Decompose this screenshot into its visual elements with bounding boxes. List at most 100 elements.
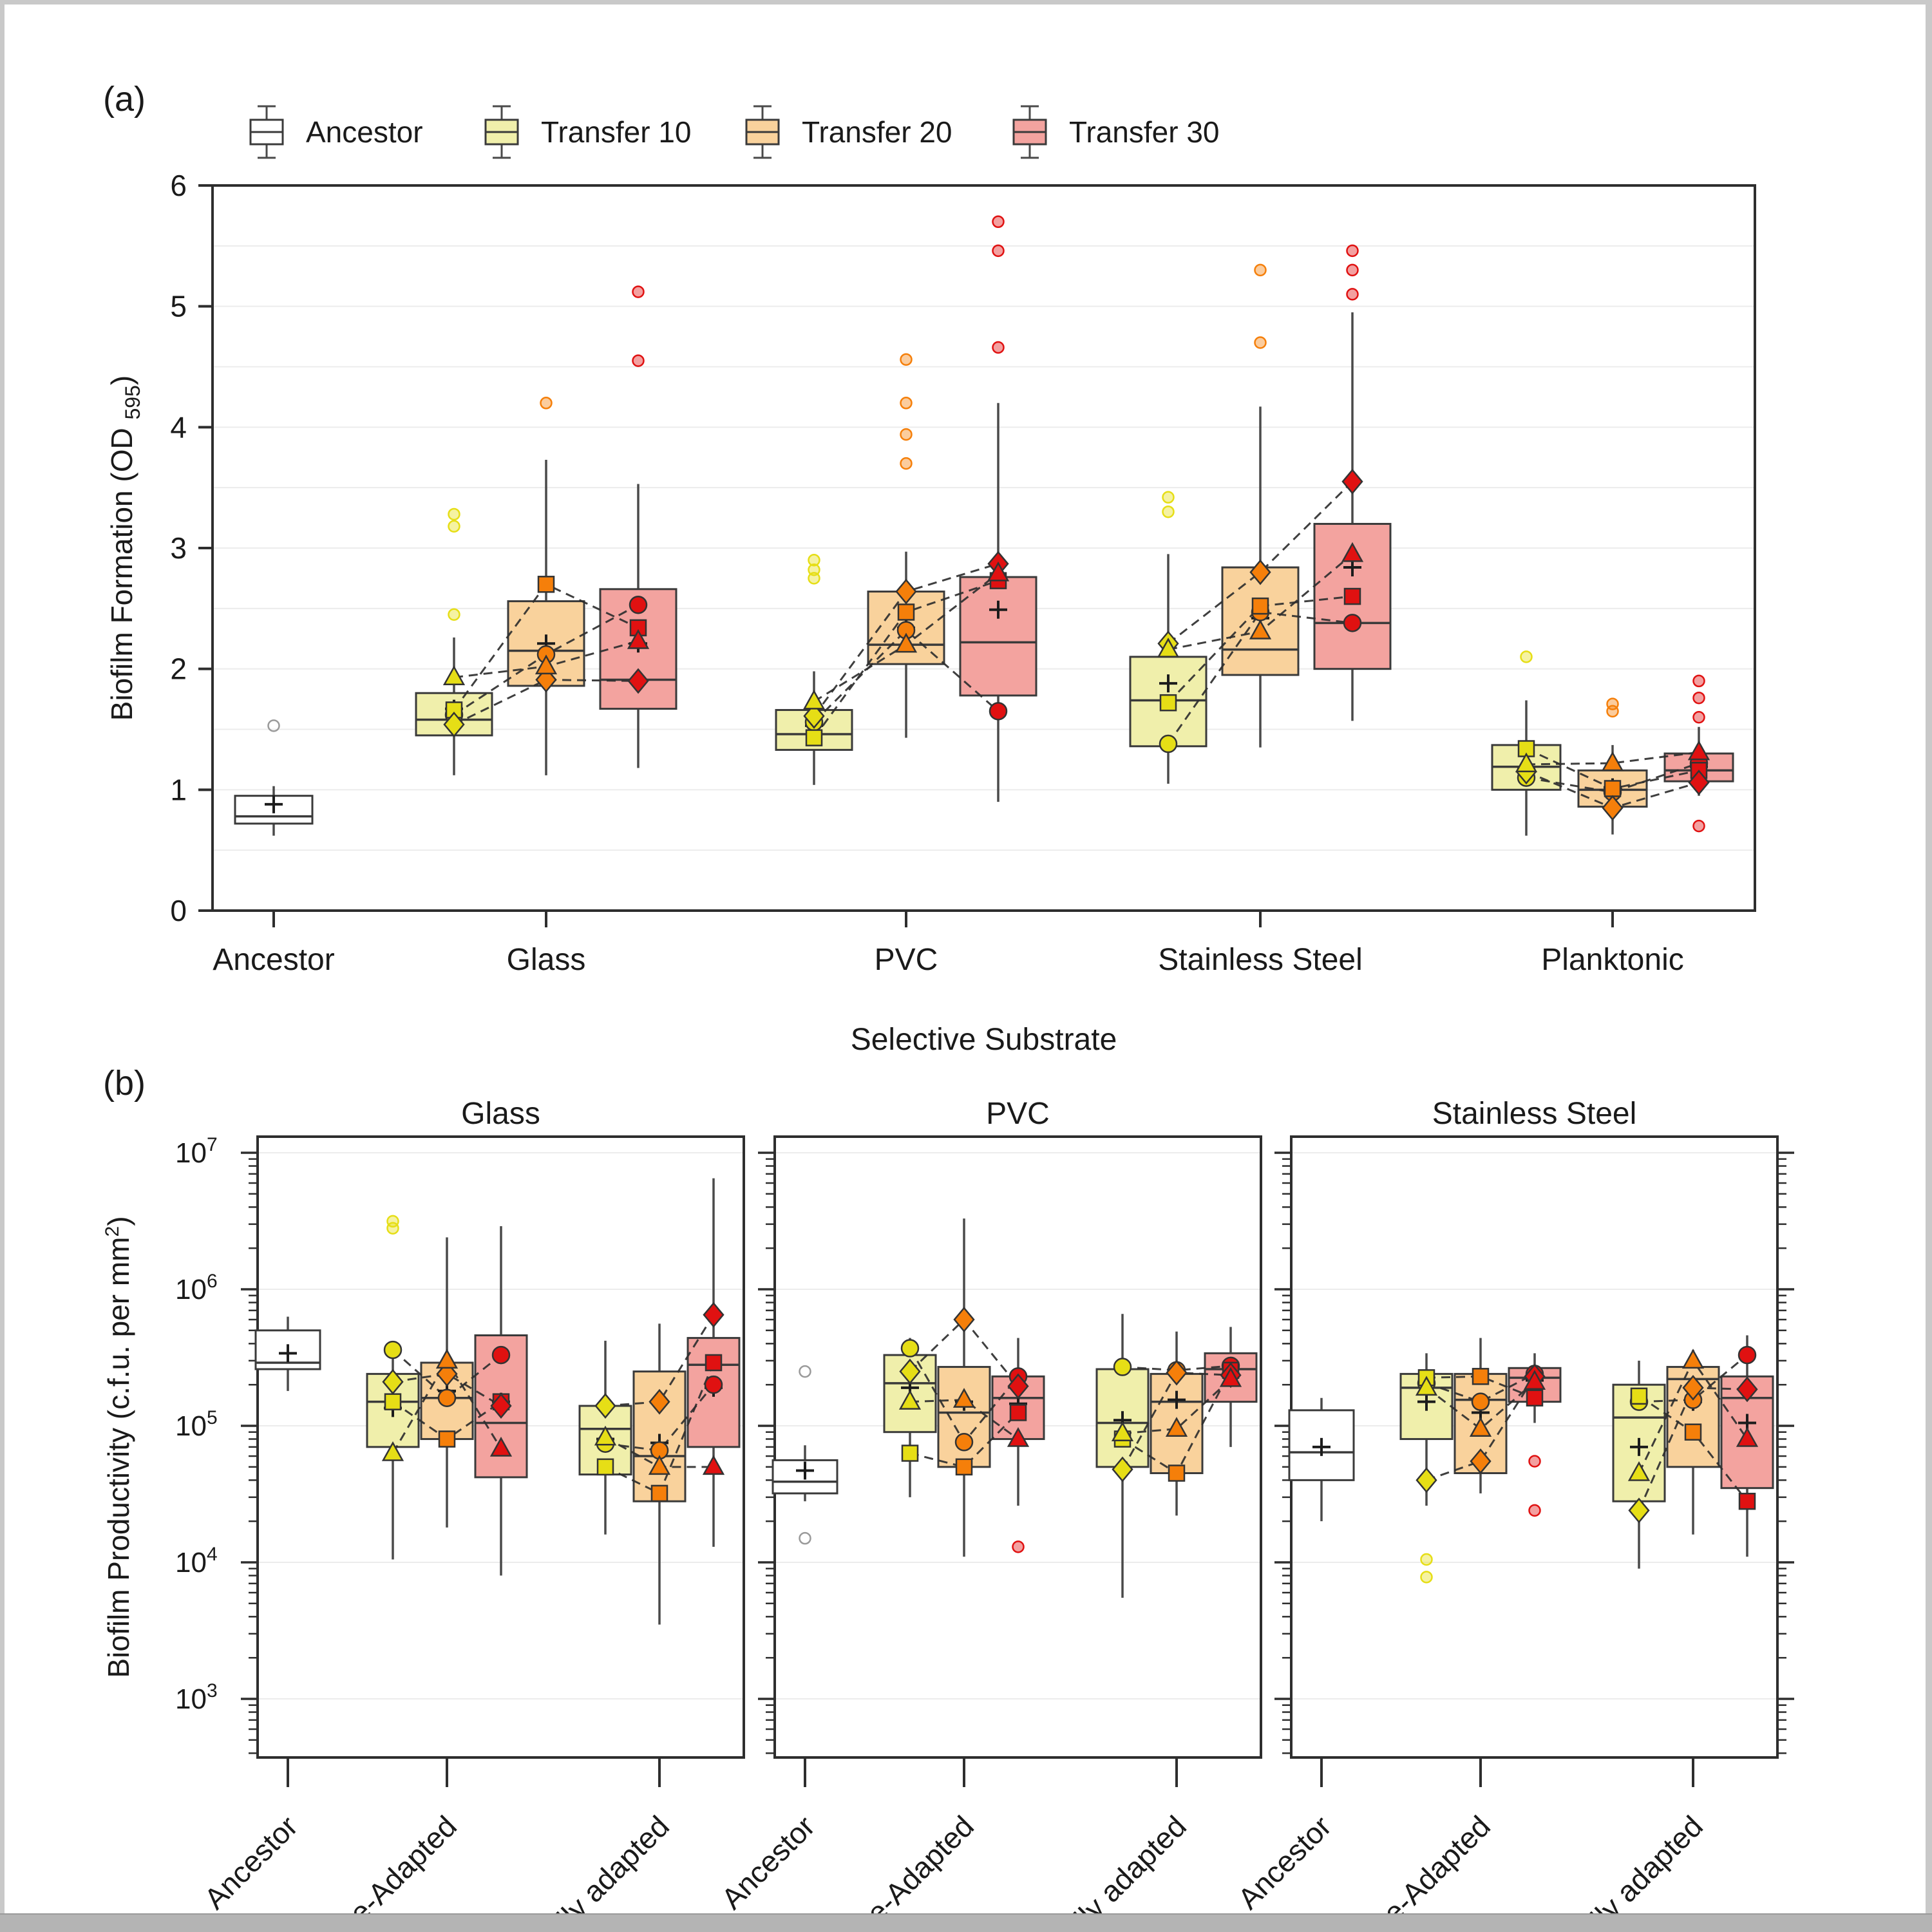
data-point-triangle-icon (1219, 1367, 1242, 1387)
log-base: 10 (175, 1547, 207, 1578)
data-point-triangle-icon (1681, 1349, 1705, 1369)
data-point-square-icon (596, 1458, 614, 1476)
box-group (415, 285, 677, 775)
outlier-dot-icon (1346, 288, 1359, 301)
box-group (772, 1365, 838, 1545)
data-point-triangle-icon (1007, 1426, 1030, 1447)
outlier-dot-icon (808, 554, 820, 567)
x-axis-tick-label: Glass (507, 943, 586, 977)
data-point-diamond-icon (895, 578, 917, 605)
outlier-dot-icon (1528, 1455, 1541, 1468)
outlier-dot-icon (632, 285, 645, 298)
outlier-dot-icon (1692, 674, 1705, 688)
y-axis-tick-label: 0 (170, 894, 187, 927)
panel-a: (a) Ancestor Transfer 10 Transfer 20 Transfe… (103, 80, 1756, 1057)
data-point-square-icon (1684, 1423, 1702, 1441)
outlier-dot-icon (1692, 819, 1705, 833)
panel-a-x-axis-title: Selective Substrate (851, 1023, 1117, 1057)
outlier-dot-icon (1162, 505, 1175, 518)
data-point-diamond-icon (953, 1307, 975, 1332)
outlier-dot-icon (900, 353, 913, 366)
population-connector-line (1638, 1354, 1748, 1403)
data-point-square-icon (384, 1393, 402, 1410)
data-point-diamond-icon (1007, 1373, 1029, 1399)
data-point-square-icon (705, 1354, 723, 1372)
log-base: 10 (175, 1274, 207, 1305)
x-axis-tick-label: PVC (875, 943, 938, 977)
box-group (1612, 1335, 1774, 1569)
outlier-dot-icon (1012, 1540, 1025, 1553)
data-point-diamond-icon (1602, 795, 1624, 821)
data-point-diamond-icon (1628, 1497, 1650, 1524)
log-exponent: 7 (207, 1134, 218, 1155)
data-point-diamond-icon (1688, 770, 1710, 796)
legend-item: Transfer 10 (484, 105, 692, 159)
data-point-diamond-icon (1341, 468, 1363, 495)
data-point-triangle-icon (1515, 752, 1538, 773)
data-point-triangle-icon (1165, 1417, 1188, 1437)
legend-label: Transfer 30 (1069, 115, 1220, 149)
population-connector-line (1122, 1365, 1231, 1372)
data-point-diamond-icon (1682, 1374, 1704, 1401)
y-axis-tick-label: 2 (170, 652, 187, 686)
outlier-dot-icon (808, 564, 820, 576)
data-point-square-icon (1472, 1368, 1490, 1385)
outlier-dot-icon (1254, 336, 1267, 349)
box (1666, 1366, 1720, 1468)
ylabel-main: Biofilm Formation (OD (105, 419, 138, 721)
data-point-triangle-icon (898, 1390, 922, 1410)
data-point-circle-icon (491, 1345, 511, 1365)
data-point-circle-icon (383, 1340, 402, 1359)
data-point-square-icon (901, 1444, 919, 1462)
x-axis-tick-label: Ancestor (213, 943, 334, 977)
outlier-dot-icon (1606, 697, 1619, 710)
y-axis-tick-label: 5 (170, 290, 187, 323)
data-point-triangle-icon (702, 1455, 725, 1475)
population-connector-line (605, 1314, 715, 1407)
data-point-square-icon (1417, 1369, 1435, 1387)
data-point-circle-icon (1159, 734, 1178, 753)
log-tick-label: 104 (175, 1544, 218, 1578)
data-point-circle-icon (1738, 1345, 1757, 1365)
data-point-circle-icon (954, 1433, 974, 1452)
population-connector-line (1426, 1375, 1535, 1399)
subplot-title: Stainless Steel (1432, 1097, 1637, 1131)
outlier-dot-icon (1692, 710, 1705, 724)
data-point-square-icon (1009, 1404, 1027, 1421)
log-tick-label: 103 (175, 1680, 218, 1715)
outlier-dot-icon (448, 608, 460, 621)
data-point-diamond-icon (490, 1393, 512, 1419)
data-point-diamond-icon (803, 703, 825, 729)
outlier-dot-icon (540, 397, 553, 410)
outlier-dot-icon (900, 397, 913, 410)
data-point-triangle-icon (1157, 638, 1180, 658)
data-point-diamond-icon (594, 1393, 616, 1419)
data-point-triangle-icon (594, 1425, 617, 1446)
box-group (254, 1316, 321, 1391)
outlier-dot-icon (1528, 1504, 1541, 1517)
outlier-dot-icon (1420, 1553, 1433, 1566)
y-axis-tick-label: 6 (170, 169, 187, 202)
data-point-square-icon (1604, 780, 1622, 797)
legend-item: Transfer 20 (745, 105, 952, 159)
data-point-triangle-icon (895, 632, 918, 653)
data-point-triangle-icon (1736, 1426, 1759, 1447)
box-group (775, 215, 1037, 802)
population-connector-line (909, 1412, 1019, 1468)
data-point-diamond-icon (627, 668, 649, 694)
data-point-diamond-icon (1166, 1359, 1188, 1386)
panel-a-y-axis-title: Biofilm Formation (OD 595) (105, 375, 144, 721)
data-point-triangle-icon (1627, 1461, 1651, 1481)
data-point-circle-icon (1343, 614, 1362, 632)
log-exponent: 6 (207, 1271, 218, 1292)
population-connector-line (909, 1399, 1019, 1440)
data-point-triangle-icon (442, 665, 466, 686)
population-connector-line (813, 629, 999, 723)
log-exponent: 5 (207, 1407, 218, 1428)
legend-item: Ancestor (249, 105, 423, 159)
data-point-triangle-icon (1523, 1370, 1546, 1390)
population-connector-line (1426, 1376, 1536, 1481)
data-point-square-icon (1343, 587, 1361, 605)
